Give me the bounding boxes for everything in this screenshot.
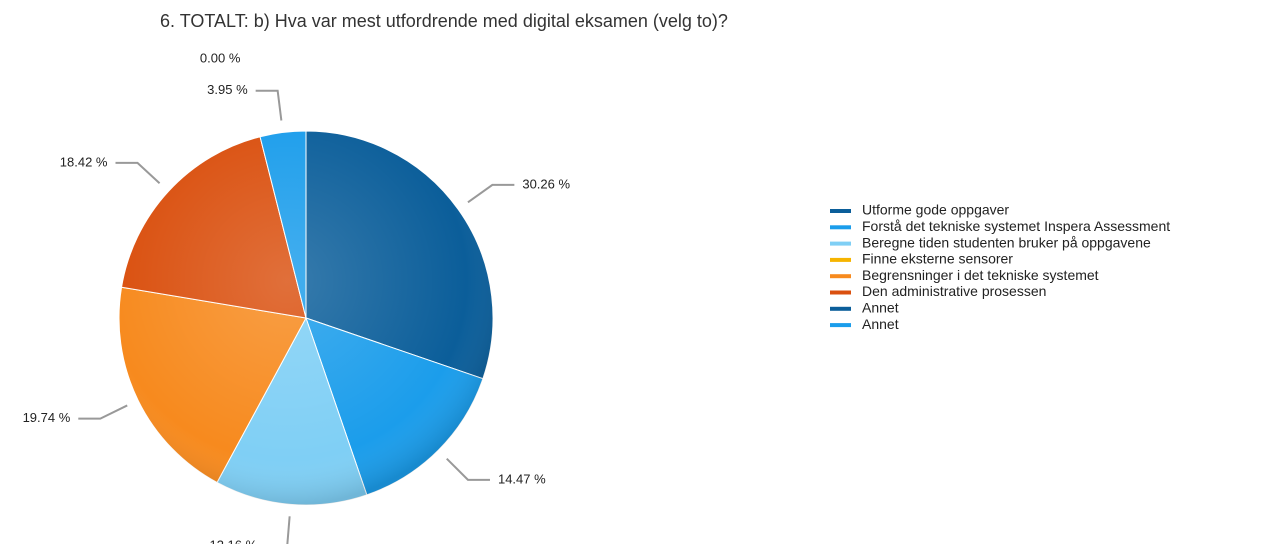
leader-line: [115, 161, 161, 184]
legend-label: Begrensninger i det tekniske systemet: [862, 267, 1099, 283]
legend-swatch: [830, 290, 851, 295]
data-label: 18.42 %: [60, 154, 108, 169]
data-label: 30.26 %: [522, 176, 570, 191]
legend-label: Forstå det tekniske systemet Inspera Ass…: [862, 218, 1170, 234]
legend-label: Beregne tiden studenten bruker på oppgav…: [862, 234, 1151, 250]
legend-swatch: [830, 225, 851, 230]
leader-line: [467, 183, 515, 204]
data-label: 14.47 %: [498, 471, 546, 486]
legend-swatch: [830, 257, 851, 262]
legend-swatch: [830, 274, 851, 279]
legend-swatch: [830, 241, 851, 246]
data-label: 13.16 %: [209, 538, 257, 544]
data-label: 3.95 %: [207, 82, 248, 97]
legend-swatch: [830, 209, 851, 213]
legend-swatch: [830, 306, 851, 311]
chart-title: 6. TOTALT: b) Hva var mest utfordrende m…: [160, 11, 728, 31]
legend-label: Finne eksterne sensorer: [862, 251, 1013, 267]
legend-label: Den administrative prosessen: [862, 283, 1046, 299]
leader-line: [446, 457, 490, 481]
legend-label: Utforme gode oppgaver: [862, 202, 1009, 218]
pie: [118, 130, 494, 506]
legend-swatch: [830, 323, 851, 328]
data-label: 19.74 %: [23, 410, 71, 425]
leader-line: [255, 89, 283, 121]
data-label: 0.00 %: [200, 51, 241, 66]
legend-label: Annet: [862, 300, 899, 316]
legend-label: Annet: [862, 316, 899, 332]
leader-line: [286, 516, 291, 544]
leader-line: [78, 404, 128, 420]
